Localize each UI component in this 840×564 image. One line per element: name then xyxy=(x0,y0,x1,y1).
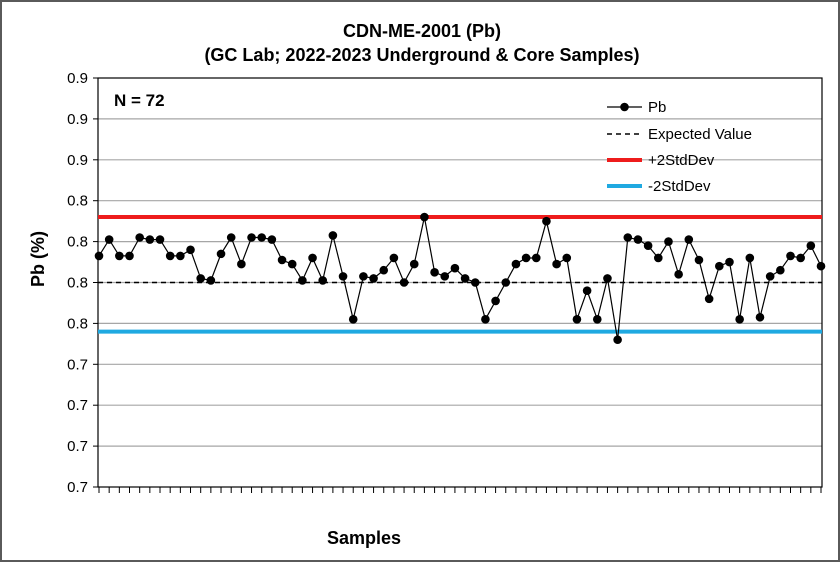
chart-title: CDN-ME-2001 (Pb) xyxy=(342,21,502,41)
pb-data-point xyxy=(735,315,744,324)
pb-series-line xyxy=(98,216,822,340)
y-tick-label: 0.9 xyxy=(67,70,88,87)
pb-data-point xyxy=(653,253,663,263)
pb-data-point xyxy=(287,259,297,269)
legend-pb-marker xyxy=(620,102,629,112)
pb-data-point xyxy=(226,233,236,242)
pb-data-point xyxy=(491,296,500,306)
pb-data-point xyxy=(379,265,389,275)
pb-data-point xyxy=(267,235,277,244)
pb-data-point xyxy=(521,253,531,263)
pb-data-point xyxy=(796,253,805,263)
sample-count-annotation: N = 72 xyxy=(114,91,165,110)
pb-data-point xyxy=(348,315,358,324)
pb-data-point xyxy=(165,251,175,261)
y-tick-label: 0.7 xyxy=(67,397,88,414)
pb-data-point xyxy=(460,274,470,283)
pb-data-point xyxy=(542,216,551,226)
pb-data-point xyxy=(206,276,216,285)
pb-data-point xyxy=(420,212,429,222)
legend-label: Pb xyxy=(648,99,666,116)
pb-data-point xyxy=(481,315,490,324)
pb-data-point xyxy=(257,233,267,242)
pb-data-point xyxy=(216,249,226,259)
pb-data-point xyxy=(613,335,622,345)
y-tick-label: 0.8 xyxy=(67,193,88,210)
pb-data-point xyxy=(298,276,307,285)
pb-data-point xyxy=(572,315,582,324)
pb-data-point xyxy=(704,294,714,304)
pb-data-point xyxy=(501,278,511,287)
pb-data-point xyxy=(776,265,785,275)
pb-data-point xyxy=(470,278,480,287)
pb-data-point xyxy=(94,251,104,261)
y-tick-label: 0.8 xyxy=(67,275,88,292)
pb-data-point xyxy=(694,255,704,265)
pb-data-point xyxy=(643,241,653,250)
pb-data-point xyxy=(389,253,399,263)
pb-data-point xyxy=(603,274,612,283)
pb-data-point xyxy=(562,253,572,263)
pb-data-point xyxy=(145,235,155,244)
pb-data-point xyxy=(155,235,165,244)
pb-data-point xyxy=(582,286,592,295)
pb-data-point xyxy=(531,253,541,263)
pb-data-point xyxy=(196,274,205,283)
x-axis-label: Samples xyxy=(326,528,402,548)
pb-data-point xyxy=(399,278,409,287)
pb-data-point xyxy=(176,251,185,261)
pb-data-point xyxy=(369,274,378,283)
pb-data-point xyxy=(715,261,724,271)
pb-data-point xyxy=(786,251,795,261)
pb-data-point xyxy=(440,272,450,281)
y-tick-label: 0.7 xyxy=(67,356,88,373)
pb-data-point xyxy=(745,253,755,263)
pb-data-point xyxy=(806,241,816,250)
pb-data-point xyxy=(318,276,328,285)
pb-data-point xyxy=(135,233,144,242)
pb-data-point xyxy=(237,259,246,269)
pb-data-point xyxy=(277,255,287,265)
pb-data-point xyxy=(409,259,419,269)
pb-data-point xyxy=(623,233,633,242)
pb-data-point xyxy=(592,315,602,324)
y-tick-label: 0.8 xyxy=(67,315,88,332)
pb-data-point xyxy=(338,272,348,281)
pb-data-point xyxy=(755,312,765,322)
pb-data-point xyxy=(664,237,673,246)
pb-data-point xyxy=(104,235,114,244)
pb-data-point xyxy=(684,235,694,244)
legend-label: -2StdDev xyxy=(648,178,711,195)
pb-data-point xyxy=(674,270,683,279)
pb-data-point xyxy=(125,251,134,261)
pb-data-point xyxy=(115,251,124,261)
pb-data-point xyxy=(328,231,338,240)
legend-label: Expected Value xyxy=(648,126,752,143)
y-tick-label: 0.8 xyxy=(67,234,88,251)
pb-data-point xyxy=(247,233,256,242)
pb-data-point xyxy=(725,257,734,267)
pb-data-point xyxy=(633,235,643,244)
chart-subtitle: (GC Lab; 2022-2023 Underground & Core Sa… xyxy=(204,45,640,65)
pb-data-point xyxy=(308,253,317,263)
pb-data-point xyxy=(186,245,195,255)
y-tick-label: 0.9 xyxy=(67,111,88,128)
pb-data-point xyxy=(430,267,439,277)
pb-data-point xyxy=(359,272,368,281)
pb-data-point xyxy=(552,259,561,269)
pb-data-point xyxy=(511,259,521,269)
pb-data-point xyxy=(765,272,775,281)
y-tick-label: 0.9 xyxy=(67,152,88,169)
pb-data-point xyxy=(450,263,460,273)
y-tick-label: 0.7 xyxy=(67,479,88,496)
legend-label: +2StdDev xyxy=(648,152,715,169)
y-tick-label: 0.7 xyxy=(67,438,88,455)
pb-data-point xyxy=(816,261,826,271)
